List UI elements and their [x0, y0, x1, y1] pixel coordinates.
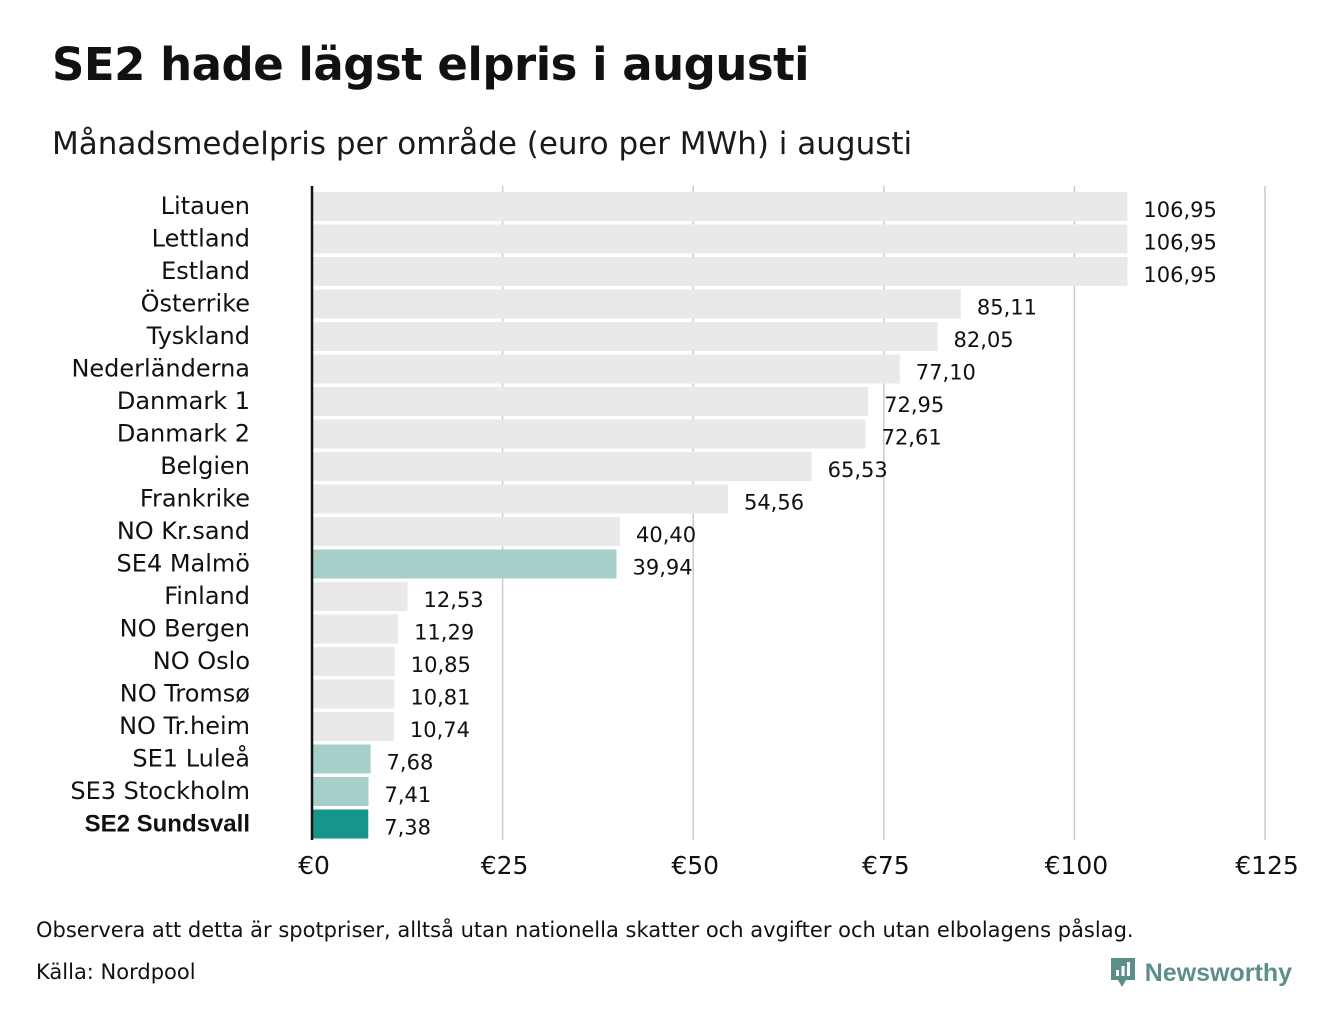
bars [312, 192, 1128, 839]
value-label: 72,95 [884, 393, 944, 417]
category-label: Belgien [160, 452, 250, 480]
bar [312, 777, 369, 806]
value-label: 10,74 [410, 718, 470, 742]
bar-chart: Litauen Lettland Estland Österrike Tyskland N… [70, 186, 1299, 880]
bar [312, 387, 869, 416]
newsworthy-brand: Newsworthy [1109, 956, 1292, 990]
bar [312, 744, 371, 774]
category-label: Litauen [161, 192, 250, 220]
brand-name: Newsworthy [1144, 958, 1292, 987]
value-label: 54,56 [744, 491, 804, 515]
category-label: Frankrike [140, 485, 250, 513]
value-label: 82,05 [954, 328, 1014, 352]
x-tick-label: €75 [862, 851, 910, 880]
chart-subtitle: Månadsmedelpris per område (euro per MWh… [52, 126, 913, 162]
bar [312, 679, 395, 709]
bar [312, 809, 369, 839]
value-label: 40,40 [636, 523, 696, 547]
x-axis-tick-labels: €0 €25 €50 €75 €100 €125 [298, 851, 1299, 880]
value-label: 77,10 [916, 361, 976, 385]
value-label: 39,94 [633, 556, 693, 580]
category-label: Danmark 2 [117, 420, 250, 448]
category-label: SE1 Luleå [132, 744, 250, 773]
value-label: 7,38 [384, 816, 431, 840]
category-labels: Litauen Lettland Estland Österrike Tyskland N… [70, 192, 250, 838]
category-label: Danmark 1 [117, 387, 250, 415]
value-label: 106,95 [1143, 263, 1216, 287]
bar [312, 517, 621, 546]
chart-title: SE2 hade lägst elpris i augusti [52, 38, 810, 91]
value-label: 10,81 [410, 686, 470, 710]
x-tick-label: €125 [1235, 851, 1299, 880]
value-label: 10,85 [411, 653, 471, 677]
category-label: NO Bergen [120, 615, 250, 643]
bar [312, 322, 938, 351]
bar [312, 712, 394, 741]
value-label: 106,95 [1143, 198, 1216, 222]
category-label: SE3 Stockholm [70, 777, 250, 805]
value-label: 11,29 [414, 621, 474, 645]
x-tick-label: €50 [671, 851, 719, 880]
category-label: SE2 Sundsvall [85, 811, 250, 838]
category-label: Tyskland [146, 322, 250, 350]
x-tick-label: €25 [481, 851, 529, 880]
footnote: Observera att detta är spotpriser, allts… [36, 918, 1134, 942]
category-label: Österrike [141, 289, 250, 318]
bar [312, 354, 900, 384]
newsworthy-logo-icon [1110, 958, 1135, 987]
bar [312, 549, 617, 579]
x-tick-label: €100 [1045, 851, 1109, 880]
bar [312, 419, 866, 449]
bar [312, 257, 1128, 286]
value-label: 12,53 [424, 588, 484, 612]
bar [312, 289, 961, 319]
value-label: 7,68 [387, 751, 434, 775]
category-label: NO Kr.sand [117, 517, 250, 545]
value-label: 65,53 [828, 458, 888, 482]
source-note: Källa: Nordpool [36, 960, 196, 984]
x-tick-label: €0 [298, 851, 330, 880]
category-label: NO Oslo [153, 647, 250, 675]
category-label: Lettland [152, 225, 250, 253]
bar [312, 224, 1128, 254]
category-label: Estland [161, 257, 250, 285]
bar [312, 582, 408, 611]
value-labels: 106,95 106,95 106,95 85,11 82,05 77,10 72,95 72… [384, 198, 1217, 840]
category-label: Nederländerna [71, 355, 250, 383]
bar [312, 647, 395, 676]
bar [312, 614, 399, 644]
value-label: 72,61 [882, 426, 942, 450]
bar [312, 192, 1128, 221]
value-label: 7,41 [384, 783, 431, 807]
bar [312, 452, 812, 481]
value-label: 106,95 [1143, 231, 1216, 255]
bar [312, 484, 728, 514]
category-label: Finland [164, 582, 250, 610]
category-label: NO Tr.heim [119, 712, 250, 740]
value-label: 85,11 [977, 296, 1037, 320]
category-label: NO Tromsø [120, 680, 250, 708]
category-label: SE4 Malmö [117, 550, 250, 578]
